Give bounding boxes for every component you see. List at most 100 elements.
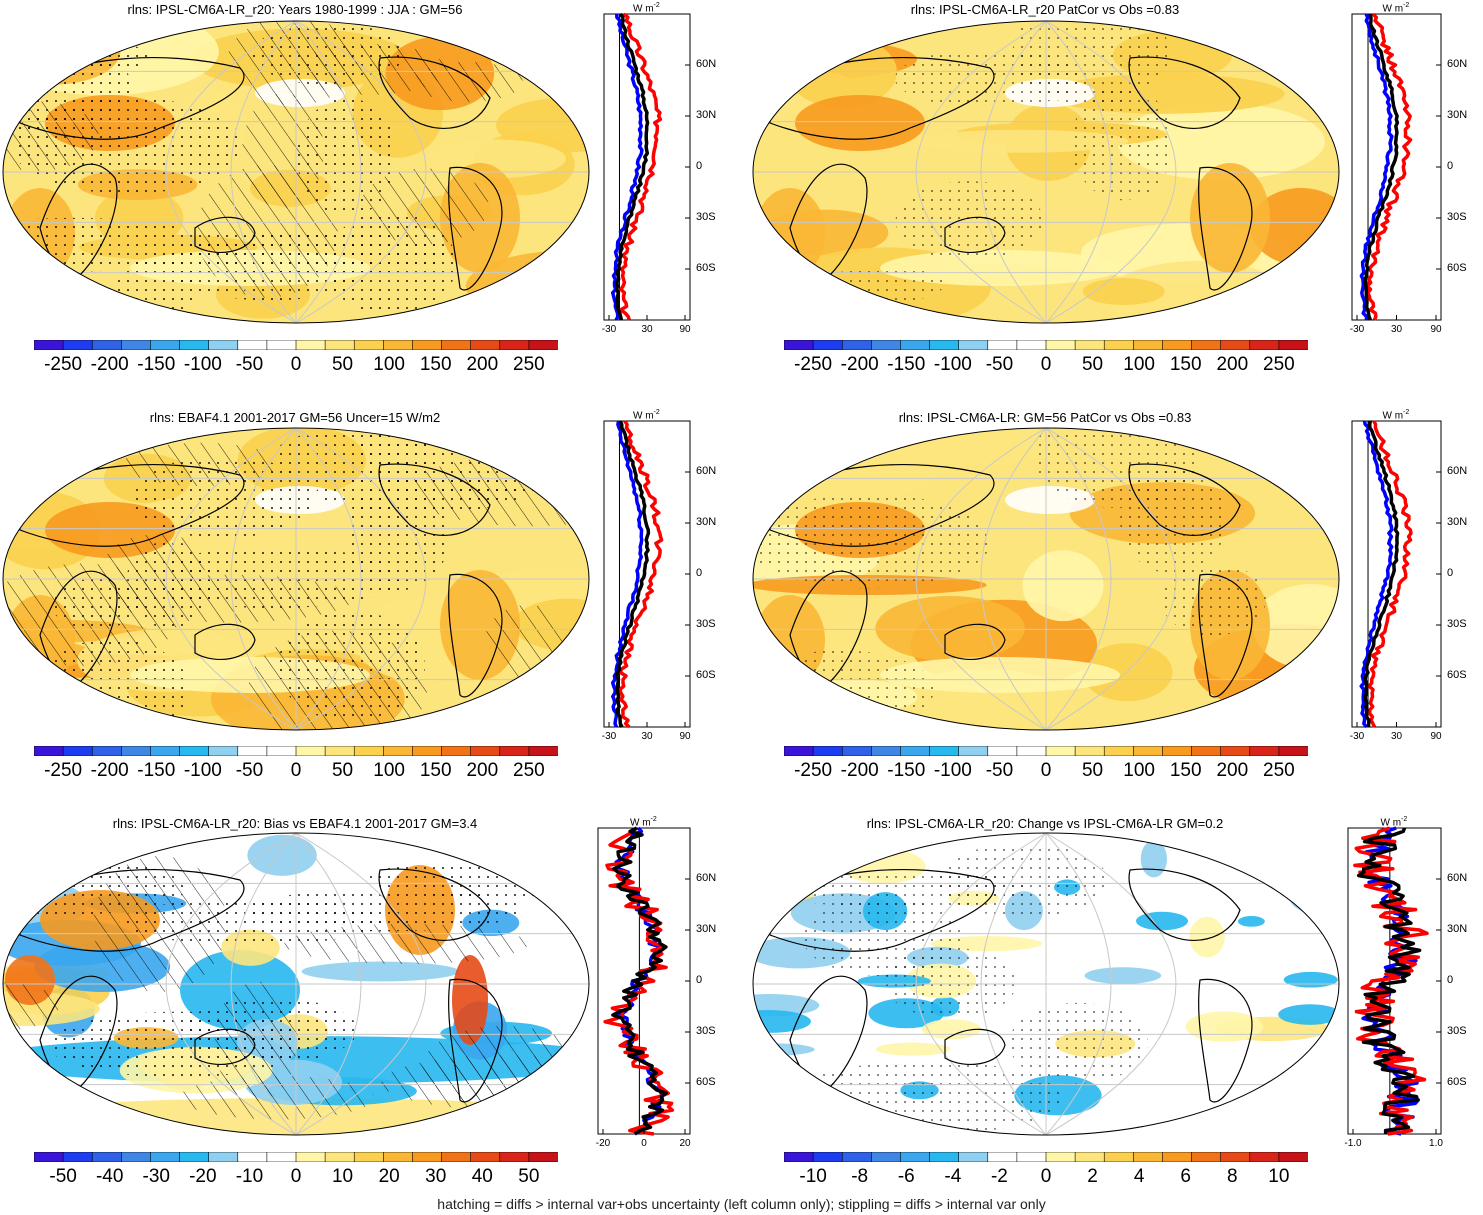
colorbar-tick-label: 30: [425, 1166, 447, 1187]
panel-6-colorbar: [784, 1152, 1308, 1162]
colorbar-tick-label: -100: [183, 760, 222, 781]
panel-3-title: rlns: EBAF4.1 2001-2017 GM=56 Uncer=15 W…: [149, 410, 441, 425]
zonal-lat-tick-label: 30N: [1447, 923, 1468, 935]
colorbar-tick-label: 0: [290, 1166, 302, 1187]
colorbar-tick-label: 250: [1263, 760, 1295, 781]
zonal-x-tick-label: 1.0: [1429, 1138, 1443, 1149]
colorbar-tick-label: 50: [331, 354, 354, 375]
colorbar-tick-label: -50: [49, 1166, 77, 1187]
zonal-lat-tick-label: 0: [696, 974, 703, 986]
colorbar-tick-label: -250: [44, 760, 83, 781]
zonal-lat-tick-label: 30S: [1447, 618, 1467, 630]
colorbar-tick-label: -250: [794, 760, 833, 781]
colorbar-tick-label: -100: [933, 354, 972, 375]
zonal-lat-tick-label: 0: [1447, 567, 1454, 579]
zonal-lat-tick-label: 0: [1447, 974, 1454, 986]
panel-2-title: rlns: IPSL-CM6A-LR_r20 PatCor vs Obs =0.…: [910, 2, 1180, 17]
panel-5-colorbar: [34, 1152, 558, 1162]
colorbar-tick-label: -30: [142, 1166, 170, 1187]
zonal-lat-tick-label: 0: [1447, 160, 1454, 172]
colorbar-tick-label: 200: [1216, 354, 1249, 375]
zonal-unit-text: W m: [1380, 817, 1402, 829]
zonal-lat-tick-label: 60S: [696, 669, 716, 681]
zonal-unit-exponent: -2: [1401, 816, 1408, 823]
panel-6-zonal-mean: [1347, 826, 1442, 1136]
panel-4-zonal-mean: [1351, 420, 1442, 729]
colorbar-tick-label: -150: [137, 354, 176, 375]
colorbar-tick-label: -10: [235, 1166, 264, 1187]
colorbar-tick-label: 200: [466, 760, 499, 781]
colorbar-tick-label: 150: [1169, 354, 1202, 375]
colorbar-tick-label: -8: [851, 1166, 869, 1187]
colorbar-tick-label: -20: [189, 1166, 217, 1187]
zonal-x-tick-label: 30: [1390, 731, 1403, 742]
colorbar-tick-label: -2: [990, 1166, 1008, 1187]
colorbar-tick-label: 2: [1087, 1166, 1098, 1187]
panel-3-map: [2, 427, 590, 731]
colorbar-tick-label: 50: [1081, 354, 1104, 375]
colorbar-tick-label: 0: [290, 354, 302, 375]
panel-1-map: [2, 20, 590, 324]
zonal-unit-exponent: -2: [653, 2, 660, 9]
colorbar-tick-label: -200: [90, 354, 129, 375]
zonal-unit-label: W m-2: [633, 409, 660, 421]
colorbar-tick-label: -150: [137, 760, 176, 781]
colorbar-tick-label: -150: [887, 760, 926, 781]
zonal-lat-tick-label: 60N: [1447, 58, 1468, 70]
zonal-lat-tick-label: 60N: [1447, 872, 1468, 884]
colorbar-tick-label: 200: [1216, 760, 1249, 781]
zonal-x-tick-label: 90: [679, 731, 691, 742]
panel-4-title: rlns: IPSL-CM6A-LR: GM=56 PatCor vs Obs …: [898, 410, 1192, 425]
zonal-unit-text: W m: [630, 817, 651, 829]
panel-6-title: rlns: IPSL-CM6A-LR_r20: Change vs IPSL-C…: [866, 816, 1224, 831]
zonal-x-tick-label: -1.0: [1344, 1138, 1362, 1149]
colorbar-tick-label: 50: [518, 1166, 540, 1187]
colorbar-tick-label: 6: [1180, 1166, 1192, 1187]
zonal-lat-tick-label: 30S: [696, 618, 716, 630]
panel-3-zonal-mean: [603, 419, 691, 729]
zonal-lat-tick-label: 60N: [1447, 465, 1468, 477]
colorbar-tick-label: 20: [378, 1166, 400, 1187]
panel-6-map: [752, 832, 1340, 1136]
zonal-unit-text: W m: [633, 3, 654, 15]
zonal-x-tick-label: -30: [1349, 324, 1365, 335]
colorbar-tick-label: 250: [513, 760, 545, 781]
zonal-lat-tick-label: 30N: [696, 923, 717, 935]
colorbar-tick-label: 100: [373, 354, 405, 375]
zonal-x-tick-label: -30: [1349, 731, 1365, 742]
zonal-x-tick-label: -20: [595, 1138, 611, 1149]
colorbar-tick-label: -6: [897, 1166, 915, 1187]
colorbar-tick-label: -250: [44, 354, 83, 375]
colorbar-tick-label: 10: [1268, 1166, 1290, 1187]
zonal-lat-tick-label: 0: [696, 567, 703, 579]
colorbar-tick-label: -250: [794, 354, 833, 375]
colorbar-tick-label: 100: [1123, 760, 1155, 781]
zonal-lat-tick-label: 60S: [696, 262, 716, 274]
colorbar-tick-label: 50: [1081, 760, 1104, 781]
colorbar-tick-label: 8: [1227, 1166, 1238, 1187]
panel-4-colorbar: [784, 746, 1308, 756]
zonal-x-tick-label: 90: [1430, 731, 1442, 742]
colorbar-tick-label: 10: [331, 1166, 354, 1187]
colorbar-tick-label: -50: [235, 760, 264, 781]
zonal-lat-tick-label: 60S: [1447, 262, 1467, 274]
colorbar-tick-label: -200: [90, 760, 129, 781]
zonal-x-tick-label: 20: [679, 1138, 691, 1149]
zonal-unit-label: W m-2: [1383, 2, 1410, 14]
zonal-unit-text: W m: [1382, 3, 1404, 15]
colorbar-tick-label: -50: [985, 354, 1014, 375]
colorbar-tick-label: 150: [1169, 760, 1202, 781]
colorbar-tick-label: -100: [183, 354, 222, 375]
zonal-x-tick-label: 0: [641, 1138, 647, 1149]
colorbar-tick-label: 250: [513, 354, 545, 375]
zonal-lat-tick-label: 60N: [696, 58, 717, 70]
panel-3-colorbar: [34, 746, 558, 756]
zonal-x-tick-label: 30: [641, 731, 653, 742]
zonal-lat-tick-label: 30N: [1447, 109, 1468, 121]
panel-1-title: rlns: IPSL-CM6A-LR_r20: Years 1980-1999 …: [127, 2, 463, 17]
colorbar-tick-label: 150: [419, 760, 452, 781]
colorbar-tick-label: -10: [799, 1166, 827, 1187]
zonal-x-tick-label: 90: [679, 324, 691, 335]
panel-5-zonal-mean: [597, 826, 691, 1136]
colorbar-tick-label: -40: [95, 1166, 124, 1187]
